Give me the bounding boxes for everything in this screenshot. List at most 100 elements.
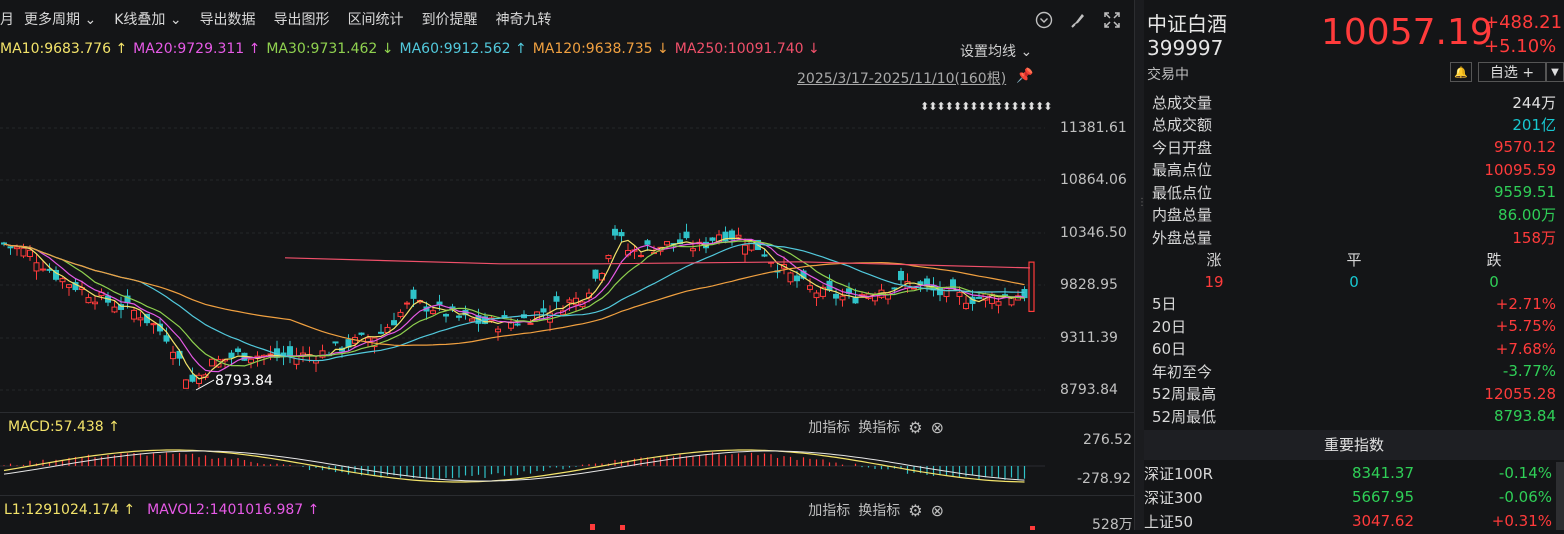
candle-body: [40, 268, 46, 271]
chevron-down-icon[interactable]: ▼: [1546, 62, 1564, 82]
panel-splitter[interactable]: ⋮: [1134, 0, 1147, 530]
volume-chart[interactable]: [0, 520, 1045, 530]
stat-value: 244万: [1512, 93, 1556, 112]
low-marker-label: 8793.84: [215, 373, 273, 389]
price-change: +488.21: [1484, 12, 1563, 33]
candle-body: [664, 241, 670, 246]
kline-overlay-menu[interactable]: K线叠加 ⌄: [114, 12, 182, 28]
period-value: +2.71%: [1495, 294, 1556, 313]
up-count: 19: [1204, 272, 1224, 291]
period-label: 5日: [1152, 295, 1177, 314]
stat-label: 总成交额: [1152, 116, 1213, 135]
ma10-value: MA10:9683.776 ↑: [0, 41, 128, 57]
candle-body: [735, 234, 742, 238]
index-row-name: 上证50: [1144, 512, 1194, 531]
important-index-row[interactable]: 上证50 3047.62 +0.31%: [1144, 509, 1554, 533]
pane-divider: [0, 412, 1134, 413]
index-code: 399997: [1147, 36, 1224, 60]
candle-body: [59, 278, 66, 283]
candle-body: [469, 318, 475, 322]
macd-chart[interactable]: [0, 440, 1045, 492]
candle-body: [820, 286, 826, 297]
price-tick: 11381.61: [1060, 120, 1127, 136]
down-label: 跌: [1486, 251, 1502, 269]
bell-icon[interactable]: 🔔: [1450, 62, 1472, 82]
export-image-button[interactable]: 导出图形: [273, 12, 330, 28]
candle-body: [514, 323, 521, 326]
last-price: 10057.19: [1321, 12, 1493, 53]
stat-value: 9570.12: [1493, 138, 1556, 157]
quote-panel: 中证白酒 399997 交易中 10057.19 +488.21 +5.10% …: [1144, 0, 1564, 533]
candle-body: [170, 351, 176, 360]
ma-settings-menu[interactable]: 设置均线 ⌄: [960, 44, 1033, 60]
candle-body: [722, 231, 729, 242]
index-row-value: 5667.95: [1351, 488, 1414, 506]
candle-body: [709, 237, 716, 241]
stat-label: 今日开盘: [1152, 138, 1213, 157]
fullscreen-icon[interactable]: [1102, 10, 1122, 30]
export-data-button[interactable]: 导出数据: [199, 12, 256, 28]
candle-body: [1, 242, 7, 245]
magic-nine-button[interactable]: 神奇九转: [495, 12, 552, 28]
candle-body: [66, 284, 72, 288]
candle-body: [287, 346, 293, 357]
flat-count: 0: [1349, 272, 1359, 291]
event-markers: ⬍⬍⬍⬍⬍⬍⬍⬍⬍⬍⬍⬍⬍⬍⬍⬍: [920, 100, 1052, 113]
brush-icon[interactable]: [1068, 10, 1088, 30]
candle-body: [33, 262, 40, 272]
candle-body: [592, 269, 599, 279]
ma250-line: [284, 257, 1031, 269]
add-indicator-button[interactable]: 加指标: [808, 503, 851, 519]
candle-body: [20, 247, 27, 257]
candle-body: [358, 332, 365, 335]
scrollbar[interactable]: [1556, 462, 1564, 530]
close-icon[interactable]: ⊗: [930, 500, 944, 520]
add-indicator-button[interactable]: 加指标: [808, 420, 851, 436]
candle-body: [618, 232, 625, 237]
add-watchlist-button[interactable]: 自选 +: [1478, 62, 1546, 82]
advance-decline-head: 涨 平 跌: [1144, 249, 1564, 271]
settings-gear-icon[interactable]: ⚙: [908, 500, 923, 520]
dif-line: [3, 449, 1025, 483]
vol-header: L1:1291024.174 ↑ MAVOL2:1401016.987 ↑ 加指…: [0, 498, 1044, 522]
stat-value: 86.00万: [1498, 206, 1556, 225]
period-row: 20日 +5.75%: [1144, 315, 1564, 338]
pin-icon[interactable]: 📌: [1016, 68, 1034, 84]
ma20-line: [3, 238, 1025, 373]
more-periods-menu[interactable]: 更多周期 ⌄: [24, 12, 97, 28]
price-alert-button[interactable]: 到价提醒: [421, 12, 478, 28]
close-icon[interactable]: ⊗: [930, 417, 944, 437]
candle-body: [794, 275, 800, 282]
macd-value: MACD:57.438 ↑: [8, 419, 120, 435]
chart-panel: 月 更多周期 ⌄ K线叠加 ⌄ 导出数据 导出图形 区间统计 到价提醒 神奇九转…: [0, 10, 1134, 533]
candle-body: [644, 240, 651, 245]
stat-row: 今日开盘 9570.12: [1144, 136, 1564, 159]
important-index-row[interactable]: 深证100R 8341.37 -0.14%: [1144, 461, 1554, 485]
splitter-grip[interactable]: ⋮: [1137, 197, 1147, 208]
settings-gear-icon[interactable]: ⚙: [908, 417, 923, 437]
stat-label: 最低点位: [1152, 183, 1213, 202]
switch-indicator-button[interactable]: 换指标: [858, 503, 901, 519]
candle-body: [391, 320, 397, 326]
kline-chart[interactable]: [0, 60, 1045, 412]
date-range-label[interactable]: 2025/3/17-2025/11/10(160根): [797, 71, 1007, 87]
switch-indicator-button[interactable]: 换指标: [858, 420, 901, 436]
important-index-row[interactable]: 深证300 5667.95 -0.06%: [1144, 485, 1554, 509]
candle-body: [787, 272, 794, 283]
pane-divider: [0, 495, 1134, 496]
macd-controls: 加指标 换指标 ⚙ ⊗: [808, 417, 944, 437]
candle-body: [150, 323, 157, 326]
candle-body: [898, 270, 904, 281]
candle-body: [540, 308, 547, 313]
candle-body: [976, 296, 982, 299]
candle-body: [1028, 261, 1035, 313]
collapse-icon[interactable]: [1034, 10, 1054, 30]
stat-row: 最低点位 9559.51: [1144, 181, 1564, 204]
candle-body: [209, 358, 215, 367]
stat-label: 最高点位: [1152, 161, 1213, 180]
period-month[interactable]: 月: [0, 12, 14, 28]
candle-body: [131, 309, 137, 320]
period-label: 60日: [1152, 340, 1187, 359]
flat-label: 平: [1346, 251, 1362, 269]
range-stats-button[interactable]: 区间统计: [347, 12, 404, 28]
